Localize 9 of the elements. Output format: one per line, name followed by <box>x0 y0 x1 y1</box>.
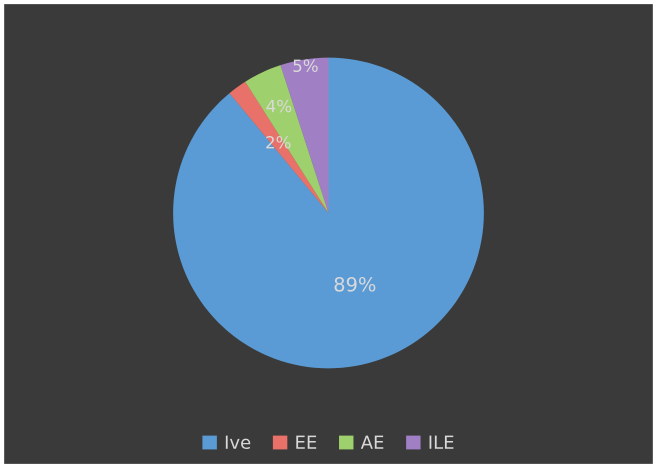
data-label: 4% <box>266 100 292 112</box>
legend-label: AE <box>360 436 384 449</box>
pie-slice <box>173 58 484 368</box>
data-label: 89% <box>334 276 376 292</box>
data-label: 5% <box>293 59 318 72</box>
legend-label: Ive <box>226 436 250 450</box>
legend-label: EE <box>296 436 316 449</box>
pie-slice <box>229 82 328 213</box>
legend-label: ILE <box>430 436 454 449</box>
